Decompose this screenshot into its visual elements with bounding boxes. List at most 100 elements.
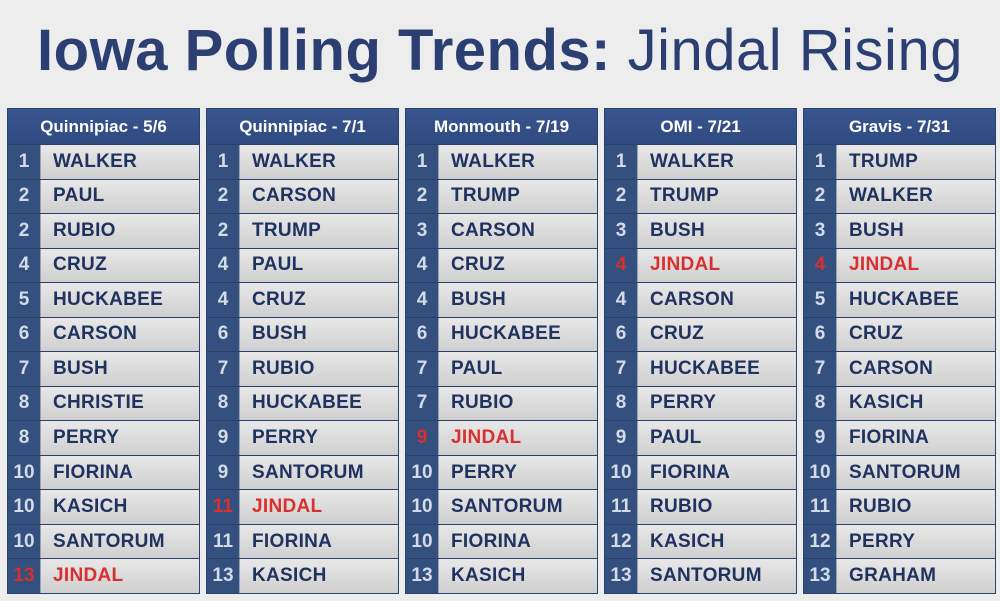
poll-header: Gravis - 7/31 (804, 109, 995, 144)
rank-cell: 4 (605, 248, 637, 283)
rank-cell: 12 (804, 524, 836, 559)
candidate-name: PERRY (40, 421, 199, 455)
rank-cell: 2 (8, 214, 40, 248)
candidate-name: HUCKABEE (836, 283, 995, 317)
poll-row: 6 CRUZ (804, 316, 995, 352)
candidate-name: WALKER (637, 145, 796, 179)
poll-column: Quinnipiac - 7/1 1 WALKER 2 CARSON 2 TRUMP 4 PAU… (206, 108, 399, 594)
title-light: Jindal Rising (627, 18, 963, 83)
candidate-name: FIORINA (438, 524, 597, 559)
candidate-name: BUSH (239, 317, 398, 352)
rank-cell: 2 (8, 179, 40, 214)
poll-columns: Quinnipiac - 5/6 1 WALKER 2 PAUL 2 RUBIO 4 CRUZ 5… (7, 108, 996, 594)
candidate-name: CRUZ (239, 283, 398, 317)
candidate-name: SANTORUM (40, 524, 199, 559)
poll-row: 9 PERRY (207, 420, 398, 455)
rank-cell: 7 (406, 352, 438, 386)
rank-cell: 10 (8, 524, 40, 559)
poll-header: OMI - 7/21 (605, 109, 796, 144)
rank-cell: 11 (804, 490, 836, 524)
rank-cell: 7 (8, 352, 40, 386)
page-title: Iowa Polling Trends: Jindal Rising (0, 12, 1000, 90)
candidate-name: BUSH (40, 352, 199, 386)
rank-cell: 7 (804, 352, 836, 386)
poll-row: 3 CARSON (406, 213, 597, 248)
candidate-name: TRUMP (836, 145, 995, 179)
candidate-name: WALKER (438, 145, 597, 179)
candidate-name: CARSON (438, 214, 597, 248)
rank-cell: 13 (804, 559, 836, 593)
poll-row: 2 TRUMP (207, 213, 398, 248)
rank-cell: 13 (605, 559, 637, 593)
rank-cell: 8 (207, 386, 239, 421)
rank-cell: 10 (406, 490, 438, 524)
candidate-name: RUBIO (40, 214, 199, 248)
candidate-name: CHRISTIE (40, 386, 199, 421)
poll-row: 4 JINDAL (804, 247, 995, 283)
poll-row: 7 RUBIO (207, 351, 398, 386)
rank-cell: 9 (207, 421, 239, 455)
poll-row: 8 KASICH (804, 385, 995, 421)
rank-cell: 7 (406, 386, 438, 421)
rank-cell: 1 (804, 145, 836, 179)
poll-row: 10 SANTORUM (804, 454, 995, 490)
candidate-name: TRUMP (438, 179, 597, 214)
poll-row: 1 TRUMP (804, 144, 995, 179)
poll-row: 6 CRUZ (605, 316, 796, 352)
poll-row: 4 CRUZ (8, 247, 199, 283)
poll-row: 13 JINDAL (8, 558, 199, 593)
poll-header: Monmouth - 7/19 (406, 109, 597, 144)
poll-rows: 1 WALKER 2 CARSON 2 TRUMP 4 PAUL 4 CRUZ 6 BUSH 7 RUBI… (207, 144, 398, 593)
rank-cell: 4 (406, 248, 438, 283)
poll-row: 1 WALKER (8, 144, 199, 179)
poll-row: 11 RUBIO (804, 489, 995, 524)
poll-column: Quinnipiac - 5/6 1 WALKER 2 PAUL 2 RUBIO 4 CRUZ 5… (7, 108, 200, 594)
rank-cell: 6 (605, 317, 637, 352)
rank-cell: 10 (8, 455, 40, 490)
candidate-name: KASICH (40, 490, 199, 524)
poll-row: 10 SANTORUM (406, 489, 597, 524)
poll-row: 5 HUCKABEE (8, 282, 199, 317)
rank-cell: 3 (406, 214, 438, 248)
rank-cell: 2 (605, 179, 637, 214)
poll-row: 7 PAUL (406, 351, 597, 386)
poll-row: 11 RUBIO (605, 489, 796, 524)
title-bold: Iowa Polling Trends: (37, 18, 611, 83)
rank-cell: 11 (207, 490, 239, 524)
rank-cell: 8 (8, 386, 40, 421)
candidate-name: RUBIO (239, 352, 398, 386)
poll-row: 2 TRUMP (605, 178, 796, 214)
poll-row: 1 WALKER (406, 144, 597, 179)
candidate-name: GRAHAM (836, 559, 995, 593)
poll-row: 13 KASICH (207, 558, 398, 593)
poll-row: 8 CHRISTIE (8, 385, 199, 421)
rank-cell: 13 (406, 559, 438, 593)
rank-cell: 1 (605, 145, 637, 179)
candidate-name: SANTORUM (836, 455, 995, 490)
rank-cell: 4 (207, 248, 239, 283)
rank-cell: 4 (8, 248, 40, 283)
rank-cell: 10 (605, 455, 637, 490)
poll-row: 10 SANTORUM (8, 523, 199, 559)
poll-row: 10 FIORINA (406, 523, 597, 559)
candidate-name: CRUZ (836, 317, 995, 352)
poll-row: 2 PAUL (8, 178, 199, 214)
rank-cell: 6 (406, 317, 438, 352)
candidate-name: HUCKABEE (438, 317, 597, 352)
candidate-name: CARSON (836, 352, 995, 386)
candidate-name: KASICH (836, 386, 995, 421)
poll-header: Quinnipiac - 7/1 (207, 109, 398, 144)
candidate-name: HUCKABEE (40, 283, 199, 317)
candidate-name: TRUMP (239, 214, 398, 248)
poll-header: Quinnipiac - 5/6 (8, 109, 199, 144)
poll-row: 3 BUSH (804, 213, 995, 248)
candidate-name: FIORINA (239, 524, 398, 559)
rank-cell: 2 (406, 179, 438, 214)
poll-row: 1 WALKER (605, 144, 796, 179)
poll-row: 4 CRUZ (207, 282, 398, 317)
candidate-name: SANTORUM (239, 455, 398, 490)
poll-row: 11 JINDAL (207, 489, 398, 524)
rank-cell: 9 (605, 421, 637, 455)
rank-cell: 4 (804, 248, 836, 283)
rank-cell: 11 (207, 524, 239, 559)
